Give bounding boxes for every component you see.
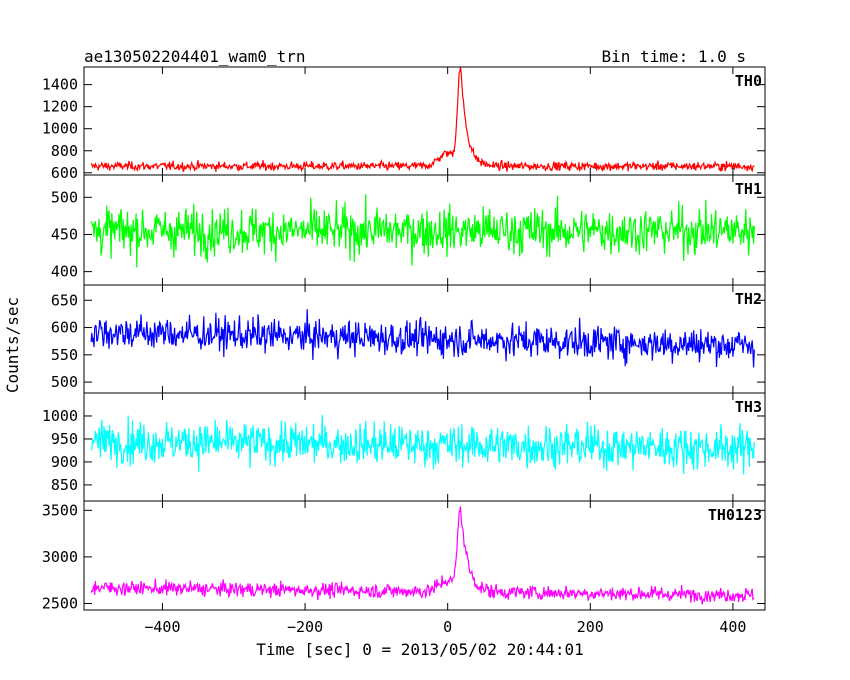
y-tick-label: 500 (51, 373, 78, 391)
y-tick-label: 550 (51, 346, 78, 364)
y-tick-label: 950 (51, 430, 78, 448)
series-line-th2 (90, 309, 755, 368)
y-tick-label: 1000 (42, 407, 78, 425)
series-line-th3 (90, 414, 755, 475)
y-tick-label: 600 (51, 164, 78, 182)
x-tick-label: 400 (719, 618, 746, 636)
panels-group: TH0 600 800 1000 1200 1400 TH1 400 450 500 TH2 500 5… (42, 66, 766, 636)
y-tick-label: 3500 (42, 501, 78, 519)
panel-label-th0: TH0 (735, 72, 762, 90)
panel-frame-th0123 (83, 500, 766, 611)
panel-label-th0123: TH0123 (708, 506, 762, 524)
panel-label-th3: TH3 (735, 398, 762, 416)
y-tick-label: 450 (51, 225, 78, 243)
y-tick-label: 900 (51, 453, 78, 471)
y-tick-label: 850 (51, 476, 78, 494)
series-line-th1 (90, 194, 755, 268)
y-tick-label: 2500 (42, 594, 78, 612)
x-tick-label: −200 (287, 618, 323, 636)
x-tick-label: 200 (577, 618, 604, 636)
y-tick-label: 1000 (42, 120, 78, 138)
y-tick-label: 3000 (42, 548, 78, 566)
panel-label-th1: TH1 (735, 180, 762, 198)
chart-title: ae130502204401_wam0_trn (84, 47, 306, 66)
x-tick-label: 0 (443, 618, 452, 636)
y-tick-label: 400 (51, 263, 78, 281)
y-tick-label: 500 (51, 188, 78, 206)
y-tick-label: 600 (51, 319, 78, 337)
panel-frame-th0 (83, 66, 766, 176)
series-line-th0123 (90, 506, 755, 605)
x-tick-label: −400 (144, 618, 180, 636)
series-line-th0 (90, 67, 755, 173)
y-tick-label: 1200 (42, 98, 78, 116)
y-axis-label: Counts/sec (3, 297, 22, 393)
y-tick-label: 650 (51, 291, 78, 309)
y-tick-label: 800 (51, 142, 78, 160)
y-tick-label: 1400 (42, 76, 78, 94)
panel-label-th2: TH2 (735, 290, 762, 308)
x-axis-label: Time [sec] 0 = 2013/05/02 20:44:01 (256, 640, 584, 659)
bin-time-label: Bin time: 1.0 s (602, 47, 747, 66)
